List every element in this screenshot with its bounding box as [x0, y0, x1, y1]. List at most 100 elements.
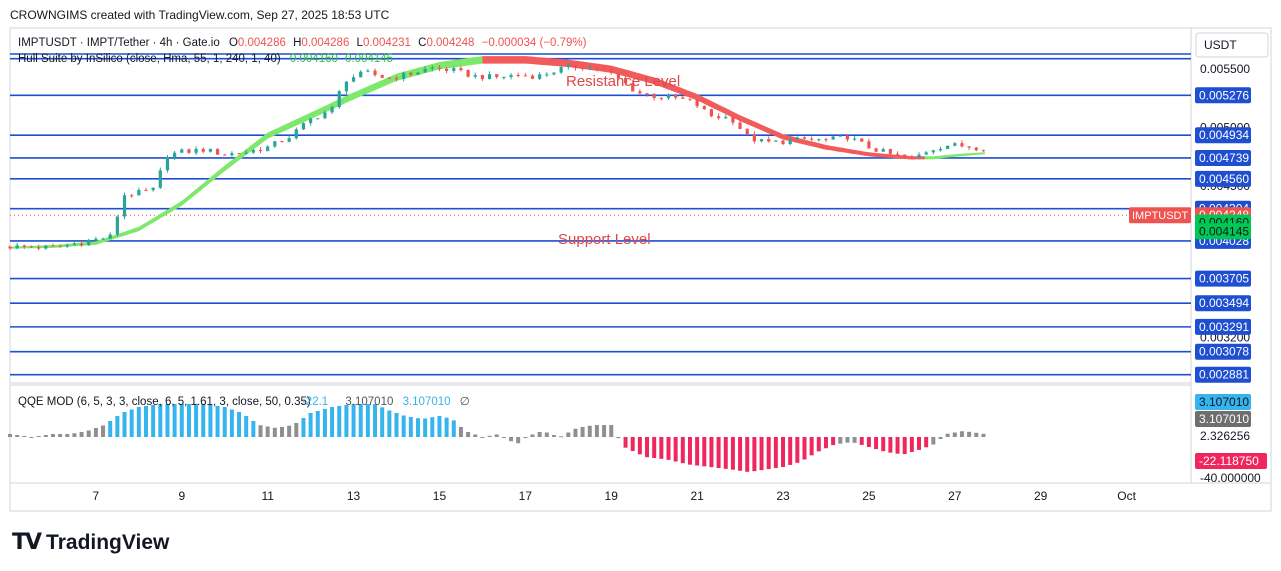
qqe-bar — [602, 425, 607, 437]
candle-body — [402, 72, 406, 80]
qqe-eye-icon: ∅ — [460, 396, 470, 408]
low-value: 0.004231 — [363, 37, 411, 49]
candle-body — [924, 152, 928, 155]
qqe-bar — [258, 425, 263, 437]
close-label: C — [418, 37, 426, 49]
candle-body — [266, 146, 270, 152]
qqe-bar — [738, 437, 743, 471]
qqe-bar — [136, 407, 141, 437]
candle-body — [430, 67, 434, 69]
qqe-bar — [380, 407, 385, 437]
candle-body — [330, 107, 334, 113]
qqe-bar — [823, 437, 828, 449]
qqe-bar — [759, 437, 764, 471]
qqe-bar — [58, 434, 63, 437]
change-value: −0.000034 (−0.79%) — [482, 37, 587, 49]
qqe-bar — [244, 416, 249, 437]
currency-box[interactable] — [1195, 32, 1269, 58]
qqe-legend: QQE MOD (6, 5, 3, 3, close, 6, 5, 1.61, … — [18, 396, 470, 408]
hull-value-2: 0.004145 — [345, 53, 393, 65]
time-tick-label: 19 — [605, 489, 619, 503]
qqe-bar — [287, 425, 292, 437]
candle-body — [502, 76, 506, 78]
tradingview-wordmark: TradingView — [46, 530, 170, 554]
candle-body — [94, 238, 98, 241]
level-price-label-box — [1195, 318, 1251, 335]
candle-body — [130, 195, 134, 197]
hull-band — [10, 56, 985, 249]
candle-body — [187, 149, 191, 153]
candle-body — [709, 109, 714, 117]
level-price-label-text: 0.003705 — [1199, 272, 1249, 286]
level-price-label: 0.002881 — [1195, 366, 1251, 383]
candle-body — [344, 81, 349, 92]
qqe-value-2: 3.107010 — [403, 396, 451, 408]
candle-body — [122, 195, 127, 217]
qqe-zero-label: 2.326256 — [1200, 429, 1250, 443]
time-tick-label: 13 — [347, 489, 361, 503]
candle-body — [359, 71, 363, 78]
level-price-label: 0.005276 — [1195, 87, 1251, 104]
candle-body — [609, 68, 613, 73]
qqe-bar — [330, 407, 335, 437]
qqe-bar — [165, 404, 170, 437]
candle-body — [244, 152, 248, 154]
candle-body — [559, 67, 563, 73]
qqe-bar — [551, 435, 556, 437]
qqe-bar — [866, 437, 871, 447]
candle-body — [903, 154, 907, 157]
candle-body — [960, 143, 964, 147]
candle-body — [581, 67, 585, 69]
qqe-bar — [387, 410, 392, 437]
candle-body — [595, 66, 599, 69]
qqe-bar — [924, 437, 929, 448]
qqe-bar — [659, 437, 664, 459]
qqe-bar — [788, 437, 793, 465]
qqe-label-4-box — [1195, 453, 1267, 469]
candle-body — [817, 139, 821, 141]
candle-body — [366, 70, 370, 72]
qqe-bar — [716, 437, 721, 468]
qqe-bar — [766, 437, 771, 470]
candle-body — [931, 150, 935, 153]
level-price-label-box — [1195, 87, 1251, 104]
qqe-bar — [852, 437, 857, 443]
qqe-bar — [143, 406, 148, 437]
level-price-label-text: 0.003291 — [1199, 320, 1249, 334]
hull-legend: Hull Suite by InSilico (close, Hma, 55, … — [18, 53, 393, 65]
candle-body — [731, 117, 735, 123]
symbol-price-tag: IMPTUSDT — [1129, 207, 1191, 224]
candle-body — [480, 75, 484, 80]
candle-body — [351, 77, 356, 82]
candle-body — [688, 98, 692, 100]
qqe-bar — [702, 437, 707, 467]
candle-body — [194, 148, 198, 153]
candle-body — [373, 70, 377, 76]
candle-body — [974, 147, 978, 151]
qqe-bar — [79, 432, 84, 437]
qqe-bar — [108, 421, 113, 437]
candle-body — [530, 75, 535, 79]
candle-body — [681, 97, 685, 99]
qqe-bar — [208, 405, 213, 437]
low-label: L — [357, 37, 364, 49]
symbol-legend: IMPTUSDT · IMPT/Tether · 4h · Gate.io O0… — [18, 37, 587, 49]
qqe-bar — [251, 421, 256, 437]
qqe-bar — [444, 417, 449, 437]
candle-body — [108, 234, 112, 239]
candle-body — [674, 95, 678, 98]
qqe-bar — [308, 413, 313, 437]
horizontal-levels — [10, 53, 1191, 376]
candle-body — [437, 67, 442, 69]
level-price-label: 0.003705 — [1195, 270, 1251, 287]
candle-body — [452, 68, 456, 71]
currency-label: USDT — [1204, 38, 1237, 52]
qqe-bar — [509, 437, 514, 442]
candle-body — [158, 170, 162, 188]
qqe-bar — [587, 425, 592, 437]
qqe-bar — [723, 437, 728, 469]
level-price-label-text: 0.004739 — [1199, 151, 1249, 165]
candle-body — [15, 245, 19, 249]
qqe-bar — [781, 437, 786, 467]
